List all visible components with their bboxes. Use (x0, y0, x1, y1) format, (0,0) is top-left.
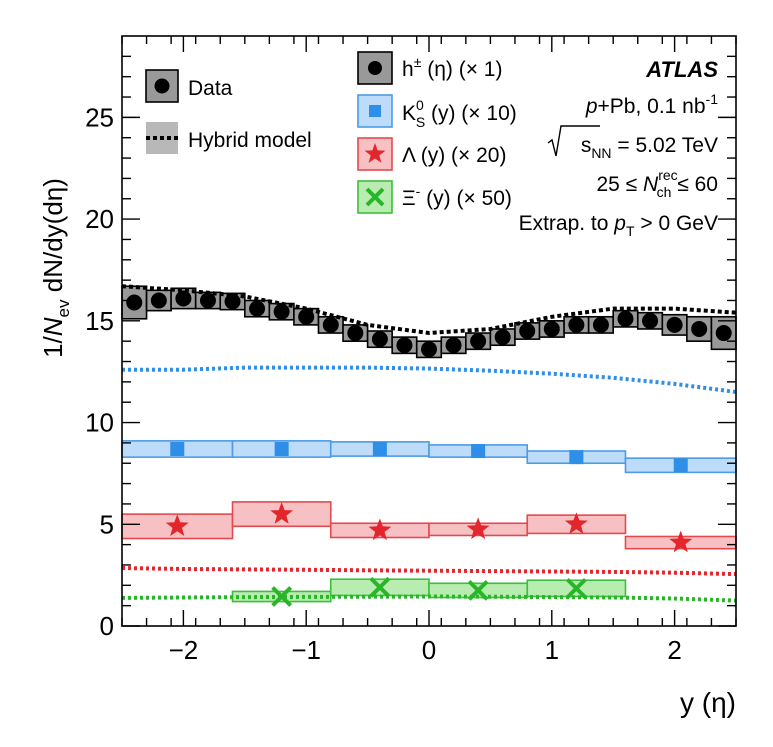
legend-kshort-marker (369, 105, 381, 117)
kshort-model-curve (122, 365, 737, 394)
x-tick-label: 2 (667, 635, 681, 665)
lambda-data-point (669, 530, 693, 553)
kshort-data-point (569, 450, 584, 465)
x-tick-label: 0 (422, 635, 436, 665)
hadrons-data-point (175, 290, 192, 307)
hadrons-data-point (396, 337, 413, 354)
legend-model-label: Hybrid model (188, 129, 312, 152)
hadrons-data-point (568, 316, 585, 333)
hadrons-data-point (470, 333, 487, 350)
lambda-data-point (466, 517, 490, 540)
y-axis-title: 1/Nev dN/dy(dη) (38, 178, 73, 358)
legend-kshort-label: K0 S (y) (× 10) (402, 97, 517, 130)
hadrons-data-point (617, 310, 634, 327)
lambda-data-point (165, 514, 189, 536)
hadrons-data-point (347, 325, 364, 342)
hadrons-data-point (126, 294, 143, 311)
x-tick-label: 1 (545, 635, 559, 665)
legend-hadron-marker (368, 61, 382, 75)
x-axis-title: y (η) (680, 687, 736, 718)
xi-data-point (271, 586, 293, 607)
model-curves (121, 284, 737, 603)
lambda-data-point (368, 518, 392, 541)
legend-species: h± (η) (× 1) K0 S (y) (× 10) Λ (y) (× 20)… (357, 51, 517, 214)
hadrons-data-point (322, 316, 339, 333)
hadrons-data-point (150, 292, 167, 309)
hadrons-data-point (543, 320, 560, 337)
info-system: p+Pb, 0.1 nb-1 (585, 91, 718, 118)
kshort-data-point (274, 442, 289, 456)
y-tick-label: 15 (85, 306, 114, 336)
legend-lambda-label: Λ (y) (× 20) (402, 144, 506, 167)
hadrons-model-curve (121, 284, 737, 336)
legend-data-marker (154, 78, 170, 94)
kshort-data-point (372, 442, 387, 456)
x-tick-label: −1 (291, 635, 321, 665)
hadrons-data-point (224, 293, 241, 310)
y-tick-label: 0 (100, 611, 114, 641)
x-tick-label: −2 (169, 635, 199, 665)
hadrons-data-point (715, 325, 732, 342)
legend-main: Data Hybrid model (145, 69, 312, 154)
legend-hadron-label: h± (η) (× 1) (402, 54, 502, 81)
xi-data-point (369, 576, 391, 598)
kshort-data-point (170, 442, 185, 456)
legend-xi-label: Ξ- (y) (× 50) (402, 183, 512, 210)
info-block: ATLAS p+Pb, 0.1 nb-1 sNN = 5.02 TeV 25 ≤… (519, 57, 719, 239)
hadrons-data-point (249, 300, 266, 317)
xi-data-point (565, 577, 587, 599)
hadrons-data-point (371, 331, 388, 348)
y-tick-label: 5 (100, 509, 114, 539)
hadrons-data-point (592, 316, 609, 333)
hadrons-data-point (519, 323, 536, 339)
info-extrapolation: Extrap. to pT > 0 GeV (519, 212, 718, 239)
hadrons-data-point (298, 308, 315, 325)
hadrons-data-point (494, 329, 511, 346)
legend-xi-marker (365, 187, 385, 207)
hadrons-data-point (445, 337, 462, 354)
lambda-data-point (270, 502, 294, 524)
hadrons-data-point (421, 341, 437, 358)
hadrons-data-point (666, 316, 683, 333)
hadrons-data-point (642, 312, 659, 329)
hadrons-data-point (273, 303, 290, 320)
lambda-model-curve (121, 566, 737, 577)
info-multiplicity: 25 ≤ Nrec ch ≤ 60 (596, 167, 718, 200)
lambda-data-point (564, 512, 588, 534)
y-tick-label: 10 (85, 408, 114, 438)
legend-lambda-marker (364, 143, 386, 163)
xi-model-curve (121, 594, 737, 603)
kshort-data-point (673, 458, 688, 473)
kshort-data-point (471, 444, 486, 459)
hadrons-data-point (199, 292, 216, 309)
y-tick-label: 25 (85, 102, 114, 132)
data-markers (126, 290, 732, 607)
xi-data-point (467, 579, 489, 601)
y-tick-label: 20 (85, 204, 114, 234)
experiment-label: ATLAS (645, 57, 718, 82)
svg-text:1/Nev dN/dy(dη): 1/Nev dN/dy(dη) (38, 178, 73, 358)
hadrons-data-point (691, 320, 708, 337)
legend-data-label: Data (188, 77, 233, 100)
